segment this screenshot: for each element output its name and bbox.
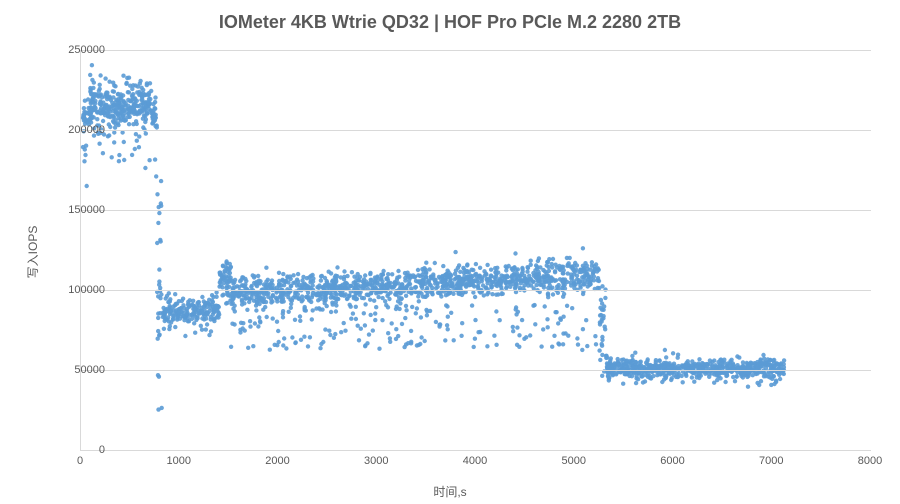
gridline [81,210,871,211]
x-tick-label: 5000 [562,455,586,467]
x-tick-label: 3000 [364,455,388,467]
y-tick-label: 200000 [45,124,105,136]
x-axis-label: 时间,s [0,483,900,500]
y-tick-label: 50000 [45,364,105,376]
gridline [81,50,871,51]
chart-title: IOMeter 4KB Wtrie QD32 | HOF Pro PCIe M.… [0,12,900,33]
x-tick-label: 2000 [265,455,289,467]
x-tick-label: 4000 [463,455,487,467]
scatter-points [81,50,871,450]
y-axis-label: 写入IOPS [24,226,41,279]
gridline [81,370,871,371]
x-tick-label: 8000 [858,455,882,467]
y-tick-label: 250000 [45,44,105,56]
x-tick-label: 7000 [759,455,783,467]
chart-container: IOMeter 4KB Wtrie QD32 | HOF Pro PCIe M.… [0,0,900,504]
x-tick-label: 0 [77,455,83,467]
gridline [81,290,871,291]
x-tick-label: 6000 [660,455,684,467]
y-tick-label: 0 [45,444,105,456]
gridline [81,130,871,131]
plot-area [80,50,871,451]
x-tick-label: 1000 [167,455,191,467]
y-tick-label: 100000 [45,284,105,296]
y-tick-label: 150000 [45,204,105,216]
